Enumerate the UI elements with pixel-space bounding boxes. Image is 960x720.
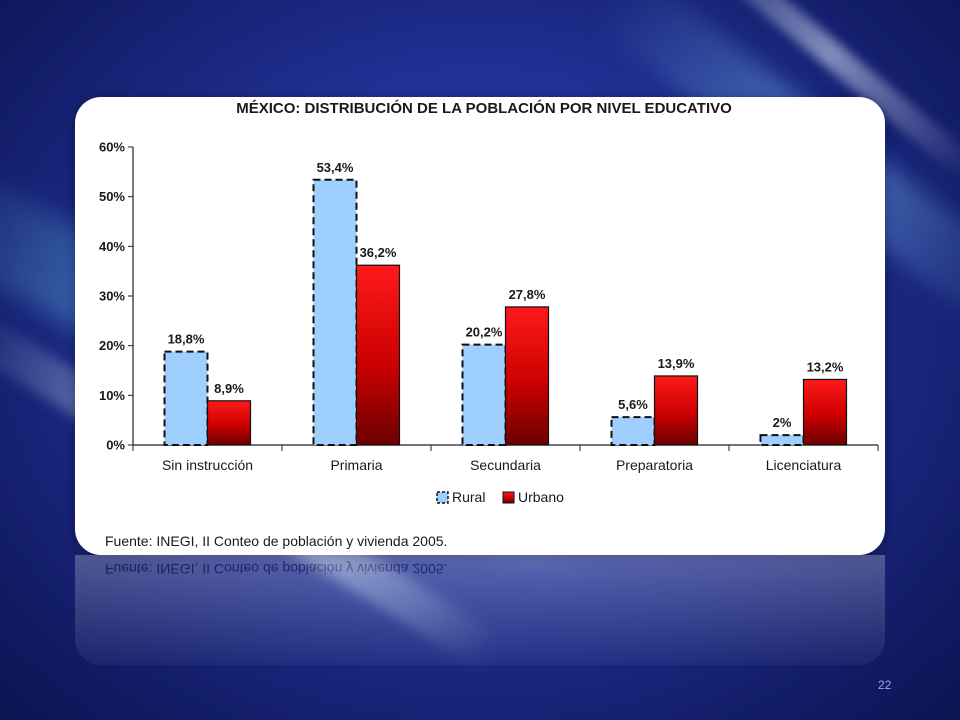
bar-chart: MÉXICO: DISTRIBUCIÓN DE LA POBLACIÓN POR… xyxy=(99,99,879,549)
category-label: Sin instrucción xyxy=(162,457,253,473)
legend-label: Rural xyxy=(452,489,485,505)
y-tick-label: 20% xyxy=(99,338,125,353)
slide-number: 22 xyxy=(878,678,892,692)
y-tick-label: 10% xyxy=(99,388,125,403)
y-tick-label: 60% xyxy=(99,140,125,155)
category-label: Licenciatura xyxy=(766,457,842,473)
chart-reflection: Fuente: INEGI, II Conteo de población y … xyxy=(75,555,885,665)
legend-swatch-urbano xyxy=(502,491,515,504)
category-label: Primaria xyxy=(330,457,382,473)
chart-title: MÉXICO: DISTRIBUCIÓN DE LA POBLACIÓN POR… xyxy=(236,99,732,117)
data-label-urbano: 27,8% xyxy=(509,287,546,302)
bar-urbano xyxy=(802,378,848,446)
bar-urbano xyxy=(206,400,252,446)
category-label: Secundaria xyxy=(470,457,541,473)
data-label-rural: 53,4% xyxy=(317,160,354,175)
chart-legend: Rural Urbano xyxy=(436,489,564,505)
data-label-rural: 18,8% xyxy=(168,332,205,347)
data-label-rural: 5,6% xyxy=(618,397,648,412)
bar-urbano xyxy=(355,264,401,446)
data-label-urbano: 36,2% xyxy=(360,245,397,260)
bar-rural xyxy=(461,343,507,447)
bar-rural xyxy=(312,178,358,446)
y-tick-label: 0% xyxy=(106,438,125,453)
y-tick-label: 50% xyxy=(99,189,125,204)
chart-card: MÉXICO: DISTRIBUCIÓN DE LA POBLACIÓN POR… xyxy=(75,97,885,555)
data-label-urbano: 13,9% xyxy=(658,356,695,371)
data-label-urbano: 13,2% xyxy=(807,359,844,374)
bar-rural xyxy=(610,416,656,447)
category-label: Preparatoria xyxy=(616,457,693,473)
bar-urbano xyxy=(504,306,550,446)
data-label-rural: 2% xyxy=(773,415,792,430)
data-label-urbano: 8,9% xyxy=(214,381,244,396)
data-label-rural: 20,2% xyxy=(466,325,503,340)
y-tick-label: 30% xyxy=(99,289,125,304)
reflection-source-note: Fuente: INEGI, II Conteo de población y … xyxy=(105,561,448,577)
bar-rural xyxy=(759,434,805,447)
legend-label: Urbano xyxy=(518,489,564,505)
y-tick-label: 40% xyxy=(99,239,125,254)
source-note: Fuente: INEGI, II Conteo de población y … xyxy=(105,533,447,549)
bar-rural xyxy=(163,350,209,446)
bar-urbano xyxy=(653,375,699,446)
legend-swatch-rural xyxy=(436,491,449,504)
